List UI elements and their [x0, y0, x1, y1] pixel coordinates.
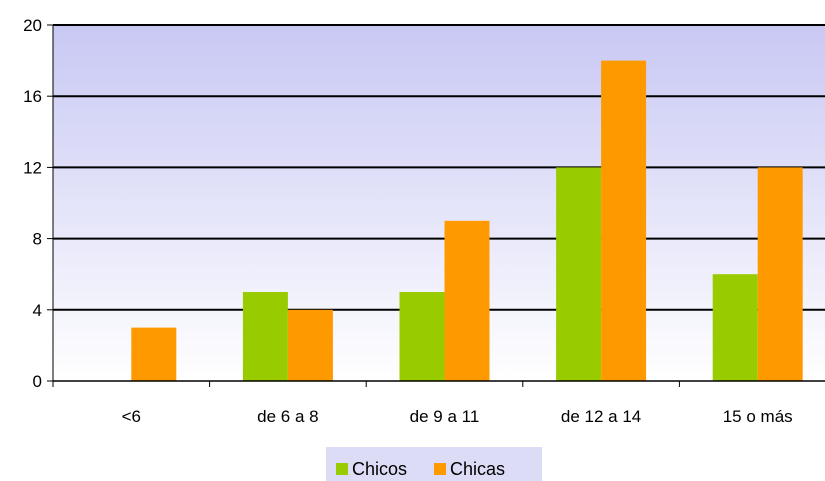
bar-chicas: [131, 327, 177, 381]
legend-label-chicas: Chicas: [450, 459, 505, 479]
bar-chicas: [287, 309, 333, 381]
x-tick-label: de 6 a 8: [257, 407, 318, 426]
x-tick-label: 15 o más: [723, 407, 793, 426]
tick-labels: 0 4 8 12 16 20 <6 de 6 a 8 de 9 a 11 de 12 a 14 15…: [23, 16, 793, 426]
bar-chicos: [712, 274, 758, 381]
x-tick-label: de 9 a 11: [410, 407, 480, 426]
x-tick-label: de 12 a 14: [561, 407, 641, 426]
legend-swatch-chicos: [336, 463, 348, 475]
y-tick-label: 20: [23, 16, 42, 35]
y-tick-label: 8: [33, 230, 42, 249]
bar-chicas: [444, 220, 490, 381]
axes: [47, 24, 825, 387]
legend: Chicos Chicas: [326, 447, 542, 481]
y-tick-label: 4: [33, 301, 42, 320]
legend-swatch-chicas: [434, 463, 446, 475]
y-tick-label: 0: [33, 372, 42, 391]
bar-chicas: [757, 167, 803, 381]
bars: [131, 60, 803, 381]
bar-chicos: [242, 292, 288, 381]
y-tick-label: 16: [23, 87, 42, 106]
y-tick-label: 12: [23, 158, 42, 177]
x-tick-label: <6: [122, 407, 141, 426]
bar-chicos: [399, 292, 445, 381]
bar-chicas: [601, 60, 647, 381]
legend-label-chicos: Chicos: [352, 459, 407, 479]
bar-chicos: [556, 167, 602, 381]
